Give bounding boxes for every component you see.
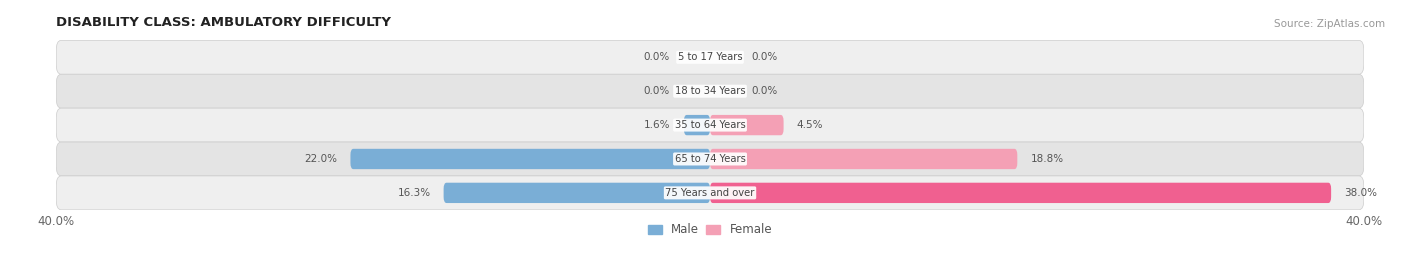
Text: 4.5%: 4.5% <box>797 120 823 130</box>
FancyBboxPatch shape <box>56 142 1364 176</box>
FancyBboxPatch shape <box>710 115 783 135</box>
Text: 75 Years and over: 75 Years and over <box>665 188 755 198</box>
Text: 18.8%: 18.8% <box>1031 154 1063 164</box>
Text: Source: ZipAtlas.com: Source: ZipAtlas.com <box>1274 19 1385 29</box>
Text: 22.0%: 22.0% <box>304 154 337 164</box>
Text: DISABILITY CLASS: AMBULATORY DIFFICULTY: DISABILITY CLASS: AMBULATORY DIFFICULTY <box>56 16 391 30</box>
Text: 65 to 74 Years: 65 to 74 Years <box>675 154 745 164</box>
Text: 0.0%: 0.0% <box>643 52 669 62</box>
FancyBboxPatch shape <box>710 149 1018 169</box>
FancyBboxPatch shape <box>56 176 1364 210</box>
FancyBboxPatch shape <box>444 183 710 203</box>
Text: 18 to 34 Years: 18 to 34 Years <box>675 86 745 96</box>
FancyBboxPatch shape <box>350 149 710 169</box>
Text: 35 to 64 Years: 35 to 64 Years <box>675 120 745 130</box>
Text: 5 to 17 Years: 5 to 17 Years <box>678 52 742 62</box>
Legend: Male, Female: Male, Female <box>643 219 778 241</box>
FancyBboxPatch shape <box>56 74 1364 108</box>
Text: 0.0%: 0.0% <box>751 86 778 96</box>
FancyBboxPatch shape <box>710 183 1331 203</box>
FancyBboxPatch shape <box>683 115 710 135</box>
Text: 0.0%: 0.0% <box>751 52 778 62</box>
Text: 16.3%: 16.3% <box>398 188 430 198</box>
Text: 1.6%: 1.6% <box>644 120 671 130</box>
FancyBboxPatch shape <box>56 40 1364 74</box>
Text: 38.0%: 38.0% <box>1344 188 1378 198</box>
Text: 0.0%: 0.0% <box>643 86 669 96</box>
FancyBboxPatch shape <box>56 108 1364 142</box>
